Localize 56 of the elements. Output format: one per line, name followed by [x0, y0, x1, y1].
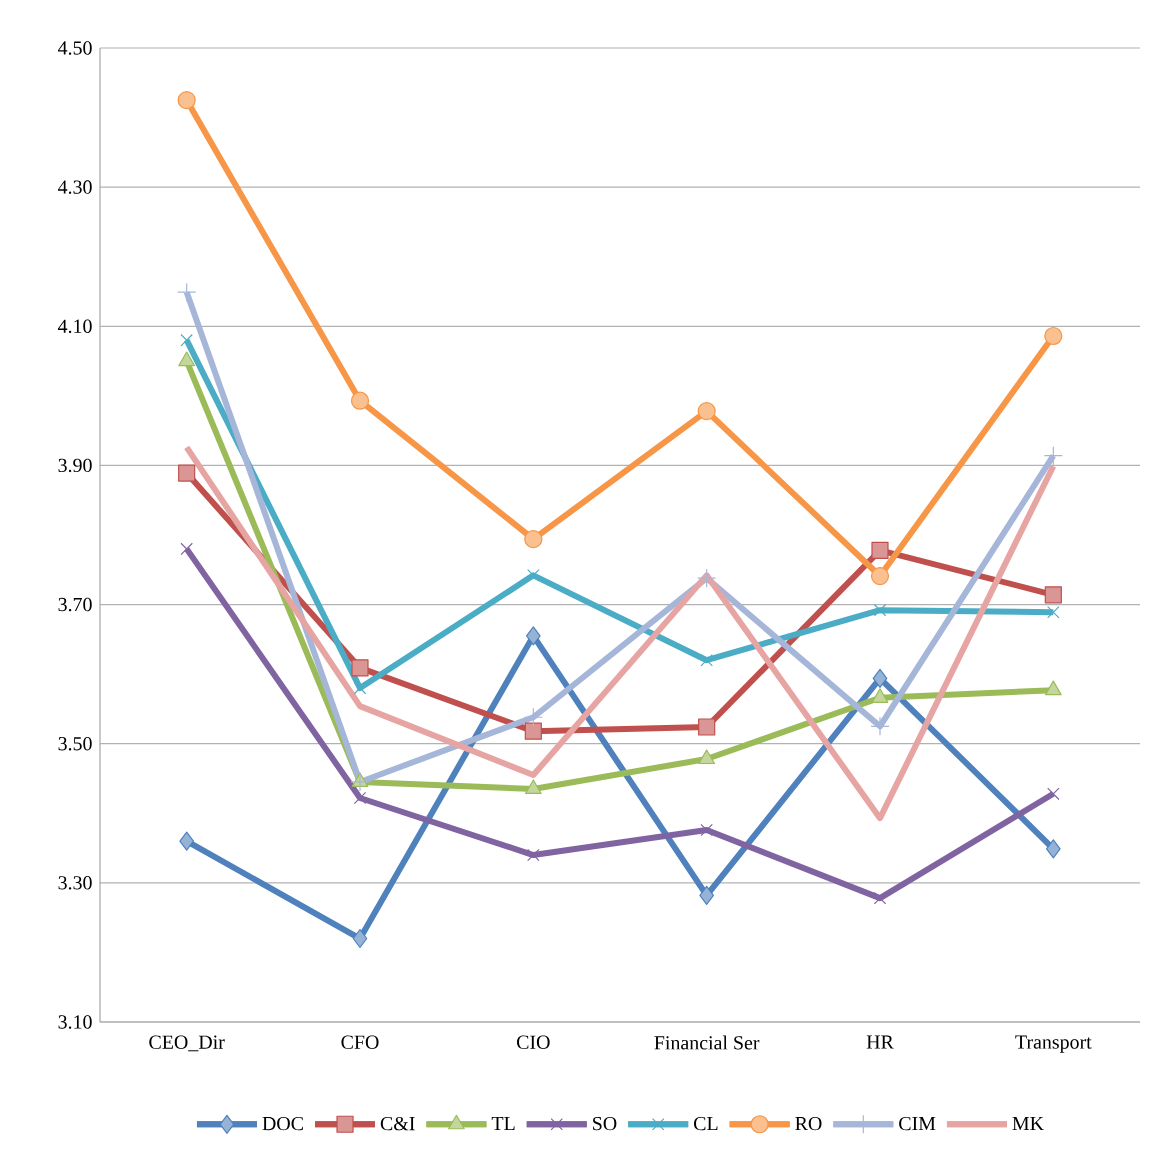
point — [871, 541, 889, 559]
point — [1044, 326, 1063, 346]
legend-label: CL — [694, 1116, 718, 1131]
y-tick-label: 4.50 — [58, 41, 92, 55]
point — [352, 928, 368, 949]
point — [180, 542, 193, 556]
point — [179, 831, 195, 851]
point — [180, 333, 193, 347]
point — [524, 722, 542, 740]
point — [870, 566, 890, 586]
point — [699, 885, 715, 905]
point — [527, 848, 540, 862]
point — [697, 402, 716, 421]
y-tick-label: 3.70 — [58, 597, 92, 612]
point — [177, 91, 196, 110]
point — [700, 823, 713, 837]
y-tick-label: 3.50 — [58, 736, 92, 751]
point — [698, 718, 716, 736]
point — [697, 568, 717, 588]
point — [870, 716, 890, 736]
point — [178, 464, 196, 482]
legend-label: TL — [491, 1117, 515, 1131]
x-tick-label: CIO — [516, 1035, 550, 1049]
y-tick-label: 3.30 — [58, 876, 92, 890]
legend-label: C&I — [380, 1116, 415, 1131]
y-tick-label: 3.10 — [58, 1015, 92, 1029]
point — [524, 530, 543, 549]
x-tick-label: HR — [866, 1035, 894, 1049]
x-tick-label: Financial Ser — [654, 1035, 760, 1050]
point — [177, 282, 197, 302]
x-tick-label: Transport — [1015, 1035, 1092, 1053]
point — [700, 653, 713, 667]
x-tick-label: CFO — [341, 1035, 379, 1049]
point — [1045, 839, 1061, 859]
point — [1044, 586, 1062, 604]
point — [1047, 787, 1060, 801]
point — [523, 707, 543, 727]
legend-label: CIM — [899, 1116, 936, 1131]
y-tick-label: 3.90 — [58, 458, 92, 473]
legend-label: DOC — [262, 1116, 303, 1131]
y-tick-label: 4.30 — [58, 180, 92, 194]
legend-label: SO — [593, 1116, 617, 1131]
point — [1047, 605, 1060, 619]
legend-label: MK — [1012, 1117, 1044, 1131]
point — [698, 749, 716, 765]
legend-label: RO — [795, 1116, 822, 1131]
point — [524, 779, 542, 795]
point — [873, 603, 887, 617]
y-tick-label: 4.10 — [58, 319, 92, 334]
point — [1044, 680, 1062, 696]
point — [350, 391, 370, 410]
point — [872, 668, 888, 688]
point — [351, 659, 369, 677]
point — [525, 626, 541, 646]
point — [1043, 446, 1063, 466]
x-tick-label: CEO_Dir — [149, 1035, 225, 1052]
